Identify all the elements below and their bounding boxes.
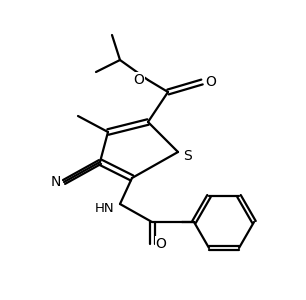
Text: S: S (184, 149, 192, 163)
Text: HN: HN (94, 202, 114, 214)
Text: N: N (51, 175, 61, 189)
Text: O: O (155, 237, 166, 251)
Text: O: O (206, 75, 216, 89)
Text: O: O (133, 73, 144, 87)
